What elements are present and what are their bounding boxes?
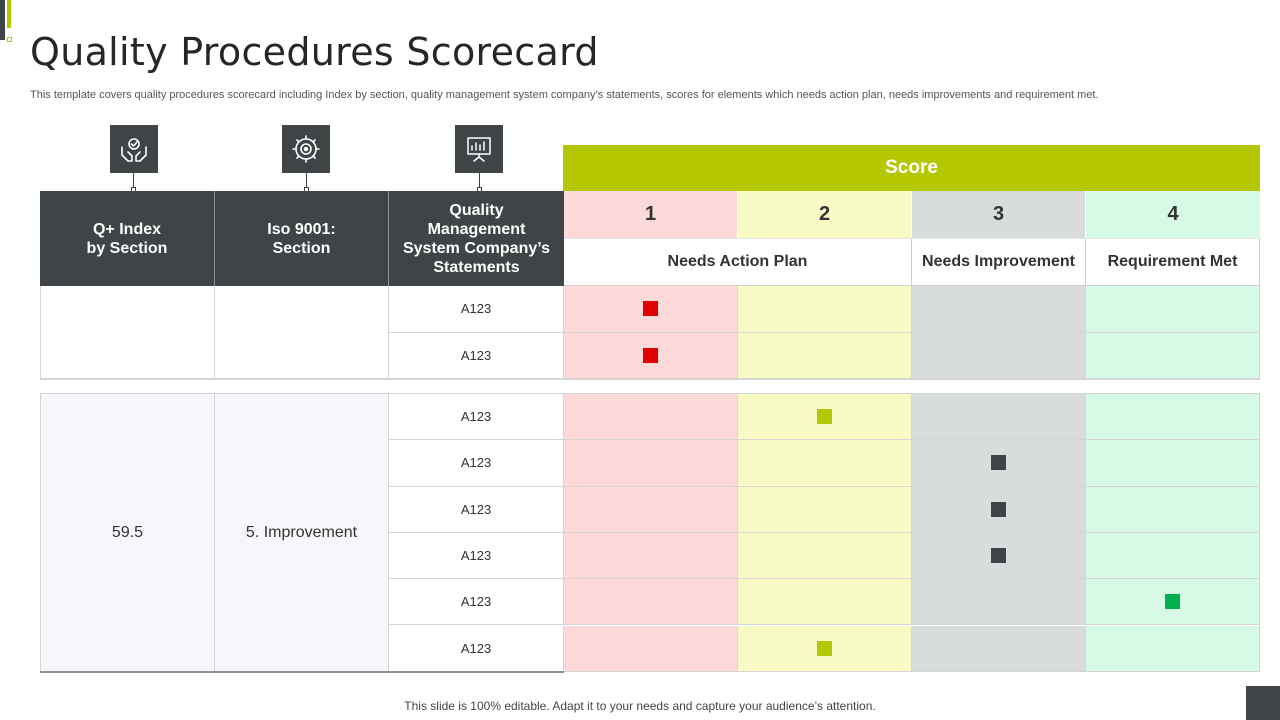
score-cell-4 <box>1086 486 1260 533</box>
statement-cell: A123 <box>389 625 564 672</box>
score-cell-1 <box>564 579 738 626</box>
score-header: Score <box>563 145 1260 191</box>
score-cell-2 <box>738 332 912 379</box>
score-marker <box>817 640 832 656</box>
gear-target-icon <box>282 125 330 173</box>
header-iso-section: Iso 9001: Section <box>215 191 389 286</box>
score-cell-3 <box>912 332 1086 379</box>
score-cell-4 <box>1086 625 1260 672</box>
header-index-by-section: Q+ Index by Section <box>40 191 215 286</box>
footer-note: This slide is 100% editable. Adapt it to… <box>404 699 876 713</box>
score-cell-1 <box>564 532 738 580</box>
group2-section: 5. Improvement <box>215 394 389 672</box>
statement-cell: A123 <box>389 286 564 333</box>
score-marker <box>643 301 658 316</box>
header-statements: Quality Management System Company’s Stat… <box>389 191 564 286</box>
score-cell-3 <box>912 625 1086 672</box>
score-marker <box>991 501 1006 517</box>
accent-bar-lime <box>7 0 11 28</box>
connector-line <box>133 173 134 189</box>
label-needs-improvement: Needs Improvement <box>912 238 1086 286</box>
statement-cell: A123 <box>389 579 564 626</box>
score-marker <box>1165 594 1180 610</box>
score-cell-4 <box>1086 332 1260 379</box>
score-cell-4 <box>1086 286 1260 333</box>
statement-cell: A123 <box>389 532 564 580</box>
score-number-1: 1 <box>564 191 738 238</box>
statement-cell: A123 <box>389 394 564 441</box>
score-cell-2 <box>738 440 912 487</box>
score-cell-1 <box>564 394 738 441</box>
connector-line <box>479 173 480 189</box>
table-bottom-border <box>40 671 564 673</box>
score-cell-4 <box>1086 532 1260 580</box>
score-cell-3 <box>912 286 1086 333</box>
accent-bar <box>0 0 5 40</box>
statement-cell: A123 <box>389 440 564 487</box>
page-title: Quality Procedures Scorecard <box>30 30 599 74</box>
group2-index: 59.5 <box>40 394 215 672</box>
score-cell-4 <box>1086 394 1260 441</box>
corner-decoration <box>1246 686 1280 720</box>
score-cell-2 <box>738 532 912 580</box>
presentation-board-icon <box>455 125 503 173</box>
statement-cell: A123 <box>389 486 564 533</box>
score-number-4: 4 <box>1086 191 1260 238</box>
accent-square <box>7 37 12 42</box>
score-marker <box>817 409 832 424</box>
score-cell-2 <box>738 486 912 533</box>
label-requirement-met: Requirement Met <box>1086 238 1260 286</box>
score-number-2: 2 <box>738 191 912 238</box>
score-cell-4 <box>1086 440 1260 487</box>
page-subtitle: This template covers quality procedures … <box>30 89 1099 101</box>
group1-section-cell <box>215 286 389 379</box>
statement-cell: A123 <box>389 332 564 379</box>
score-cell-1 <box>564 440 738 487</box>
score-cell-3 <box>912 394 1086 441</box>
connector-line <box>306 173 307 189</box>
score-marker <box>991 455 1006 471</box>
score-marker <box>991 547 1006 563</box>
score-cell-2 <box>738 579 912 626</box>
group1-index-cell <box>40 286 215 379</box>
score-number-3: 3 <box>912 191 1086 238</box>
score-cell-1 <box>564 486 738 533</box>
label-needs-action-plan: Needs Action Plan <box>564 238 912 286</box>
score-cell-2 <box>738 286 912 333</box>
score-cell-1 <box>564 625 738 672</box>
group-separator <box>40 379 1260 394</box>
hands-check-icon <box>110 125 158 173</box>
score-cell-3 <box>912 579 1086 626</box>
score-marker <box>643 347 658 363</box>
